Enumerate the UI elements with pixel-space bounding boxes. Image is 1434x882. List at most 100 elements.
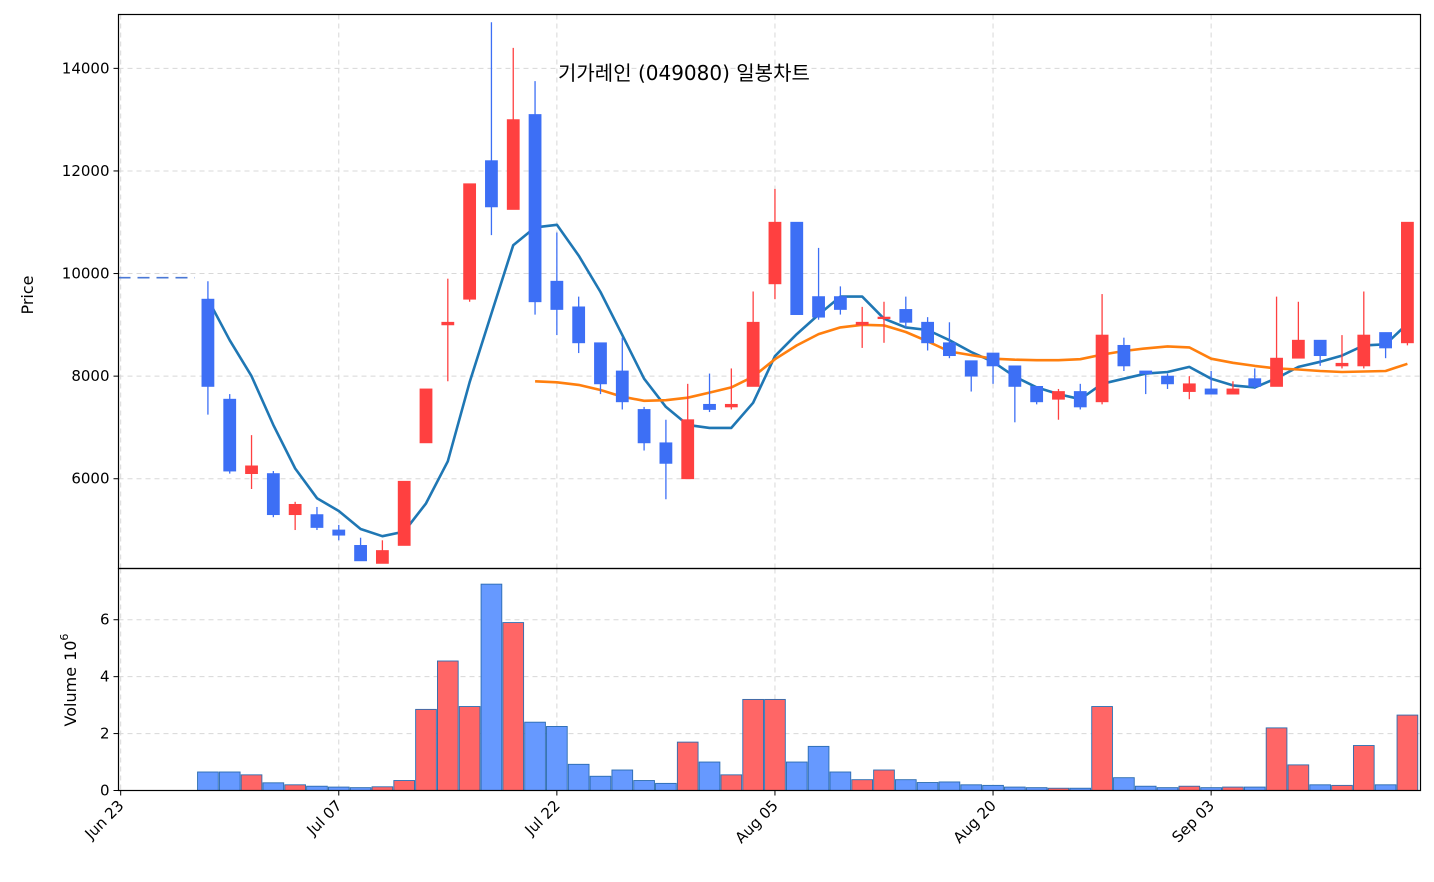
price-tick-label: 10000 (62, 265, 110, 283)
price-panel-frame (117, 13, 1422, 570)
candle-up (506, 47, 520, 210)
volume-bar-down (546, 726, 568, 791)
candle-down (1008, 365, 1022, 423)
candle-body (724, 403, 738, 408)
candle-down (1117, 337, 1131, 372)
volume-bar-down (611, 769, 634, 791)
candle-body (899, 309, 913, 323)
candle-up (1357, 291, 1371, 369)
volume-bar-down (306, 785, 328, 791)
candle-down (1313, 339, 1327, 366)
date-tick-label: Aug 20 (950, 797, 1000, 847)
candle-body (1182, 383, 1196, 392)
volume-axis-label: Volume (61, 667, 80, 727)
candle-up (877, 301, 891, 343)
moving-average-layer (206, 223, 1409, 538)
candle-up (441, 278, 455, 382)
date-axis-ticks: Jun 23 Jul 07 Jul 22 Aug 05 Aug 20 Sep 03 (81, 790, 1218, 847)
candle-up (288, 501, 302, 531)
volume-bar-down (262, 782, 285, 791)
volume-bar-down (829, 771, 852, 791)
volume-axis-exponent: 6 (58, 634, 71, 641)
candle-up (375, 540, 389, 564)
candle-body (1379, 332, 1393, 349)
volume-bar-down (1134, 785, 1157, 791)
candle-body (288, 503, 302, 516)
volume-bar-up (284, 784, 306, 791)
candle-body (463, 183, 477, 300)
volume-bar-up (1396, 714, 1419, 791)
candle-body (1291, 339, 1305, 359)
volume-bar-up (742, 698, 764, 791)
price-grid (118, 14, 1421, 569)
candle-body (637, 409, 651, 444)
candle-down (964, 360, 978, 392)
volume-bar-up (1352, 745, 1375, 791)
volume-bar-up (437, 660, 459, 791)
volume-bar-down (1309, 784, 1331, 791)
candle-body (964, 360, 978, 377)
candle-up (746, 291, 760, 387)
candle-up (463, 183, 477, 302)
volume-bar-down (480, 583, 503, 791)
candle-up (1182, 376, 1196, 400)
price-axis-title: Price (18, 275, 37, 314)
volume-tick-label: 2 (100, 725, 110, 743)
volume-bar-up (458, 706, 481, 791)
volume-axis-title: Volume 106 (58, 634, 80, 727)
volume-bar-down (807, 745, 830, 791)
candle-down (637, 406, 651, 451)
candle-down (921, 317, 935, 351)
candle-body (201, 298, 215, 387)
candle-body (1139, 370, 1153, 374)
candle-body (223, 398, 237, 472)
volume-bar-up (873, 769, 895, 791)
candle-up (724, 368, 738, 410)
candle-up (1270, 296, 1283, 387)
candle-body (1270, 357, 1283, 387)
candle-body (1313, 339, 1327, 357)
date-tick-label: Aug 05 (731, 797, 781, 847)
volume-bar-down (1113, 777, 1135, 791)
candle-down (332, 524, 346, 541)
candle-body (1073, 391, 1087, 408)
candle-up (419, 388, 433, 444)
volume-tick-label: 4 (100, 668, 110, 686)
candle-body (332, 529, 346, 536)
candle-up (768, 188, 782, 300)
date-tick-label: Jun 23 (81, 797, 128, 844)
candle-down (812, 247, 825, 320)
candle-body (1248, 378, 1262, 387)
volume-bar-down (960, 784, 983, 791)
candle-down (1073, 383, 1087, 410)
volume-bar-up (240, 774, 263, 791)
candle-body (1226, 388, 1240, 395)
candle-body (768, 221, 782, 285)
volume-bar-up (1331, 784, 1353, 791)
candle-down (594, 342, 607, 395)
date-tick-label: Jul 22 (521, 797, 564, 840)
candle-body (812, 296, 825, 318)
candle-body (528, 114, 542, 303)
price-tick-label: 6000 (71, 470, 109, 488)
candle-body (375, 550, 389, 564)
candle-down (223, 394, 237, 474)
candle-body (485, 160, 498, 208)
volume-axis-exponent-base: 10 (61, 641, 80, 661)
candle-down (354, 537, 367, 562)
volume-bar-down (698, 761, 721, 791)
price-axis-ticks: 6000 8000 10000 12000 14000 (62, 59, 119, 488)
candle-down (1248, 368, 1262, 389)
candle-down (899, 296, 913, 328)
candle-body (397, 480, 411, 546)
candle-body (310, 514, 324, 528)
candle-up (1335, 335, 1349, 369)
volume-bar-down (633, 780, 655, 791)
volume-bar-down (567, 763, 590, 791)
candle-down (310, 506, 324, 531)
candle-down (986, 352, 1000, 384)
candle-down (790, 221, 804, 315)
candle-body (877, 316, 891, 320)
candle-up (1052, 388, 1065, 420)
